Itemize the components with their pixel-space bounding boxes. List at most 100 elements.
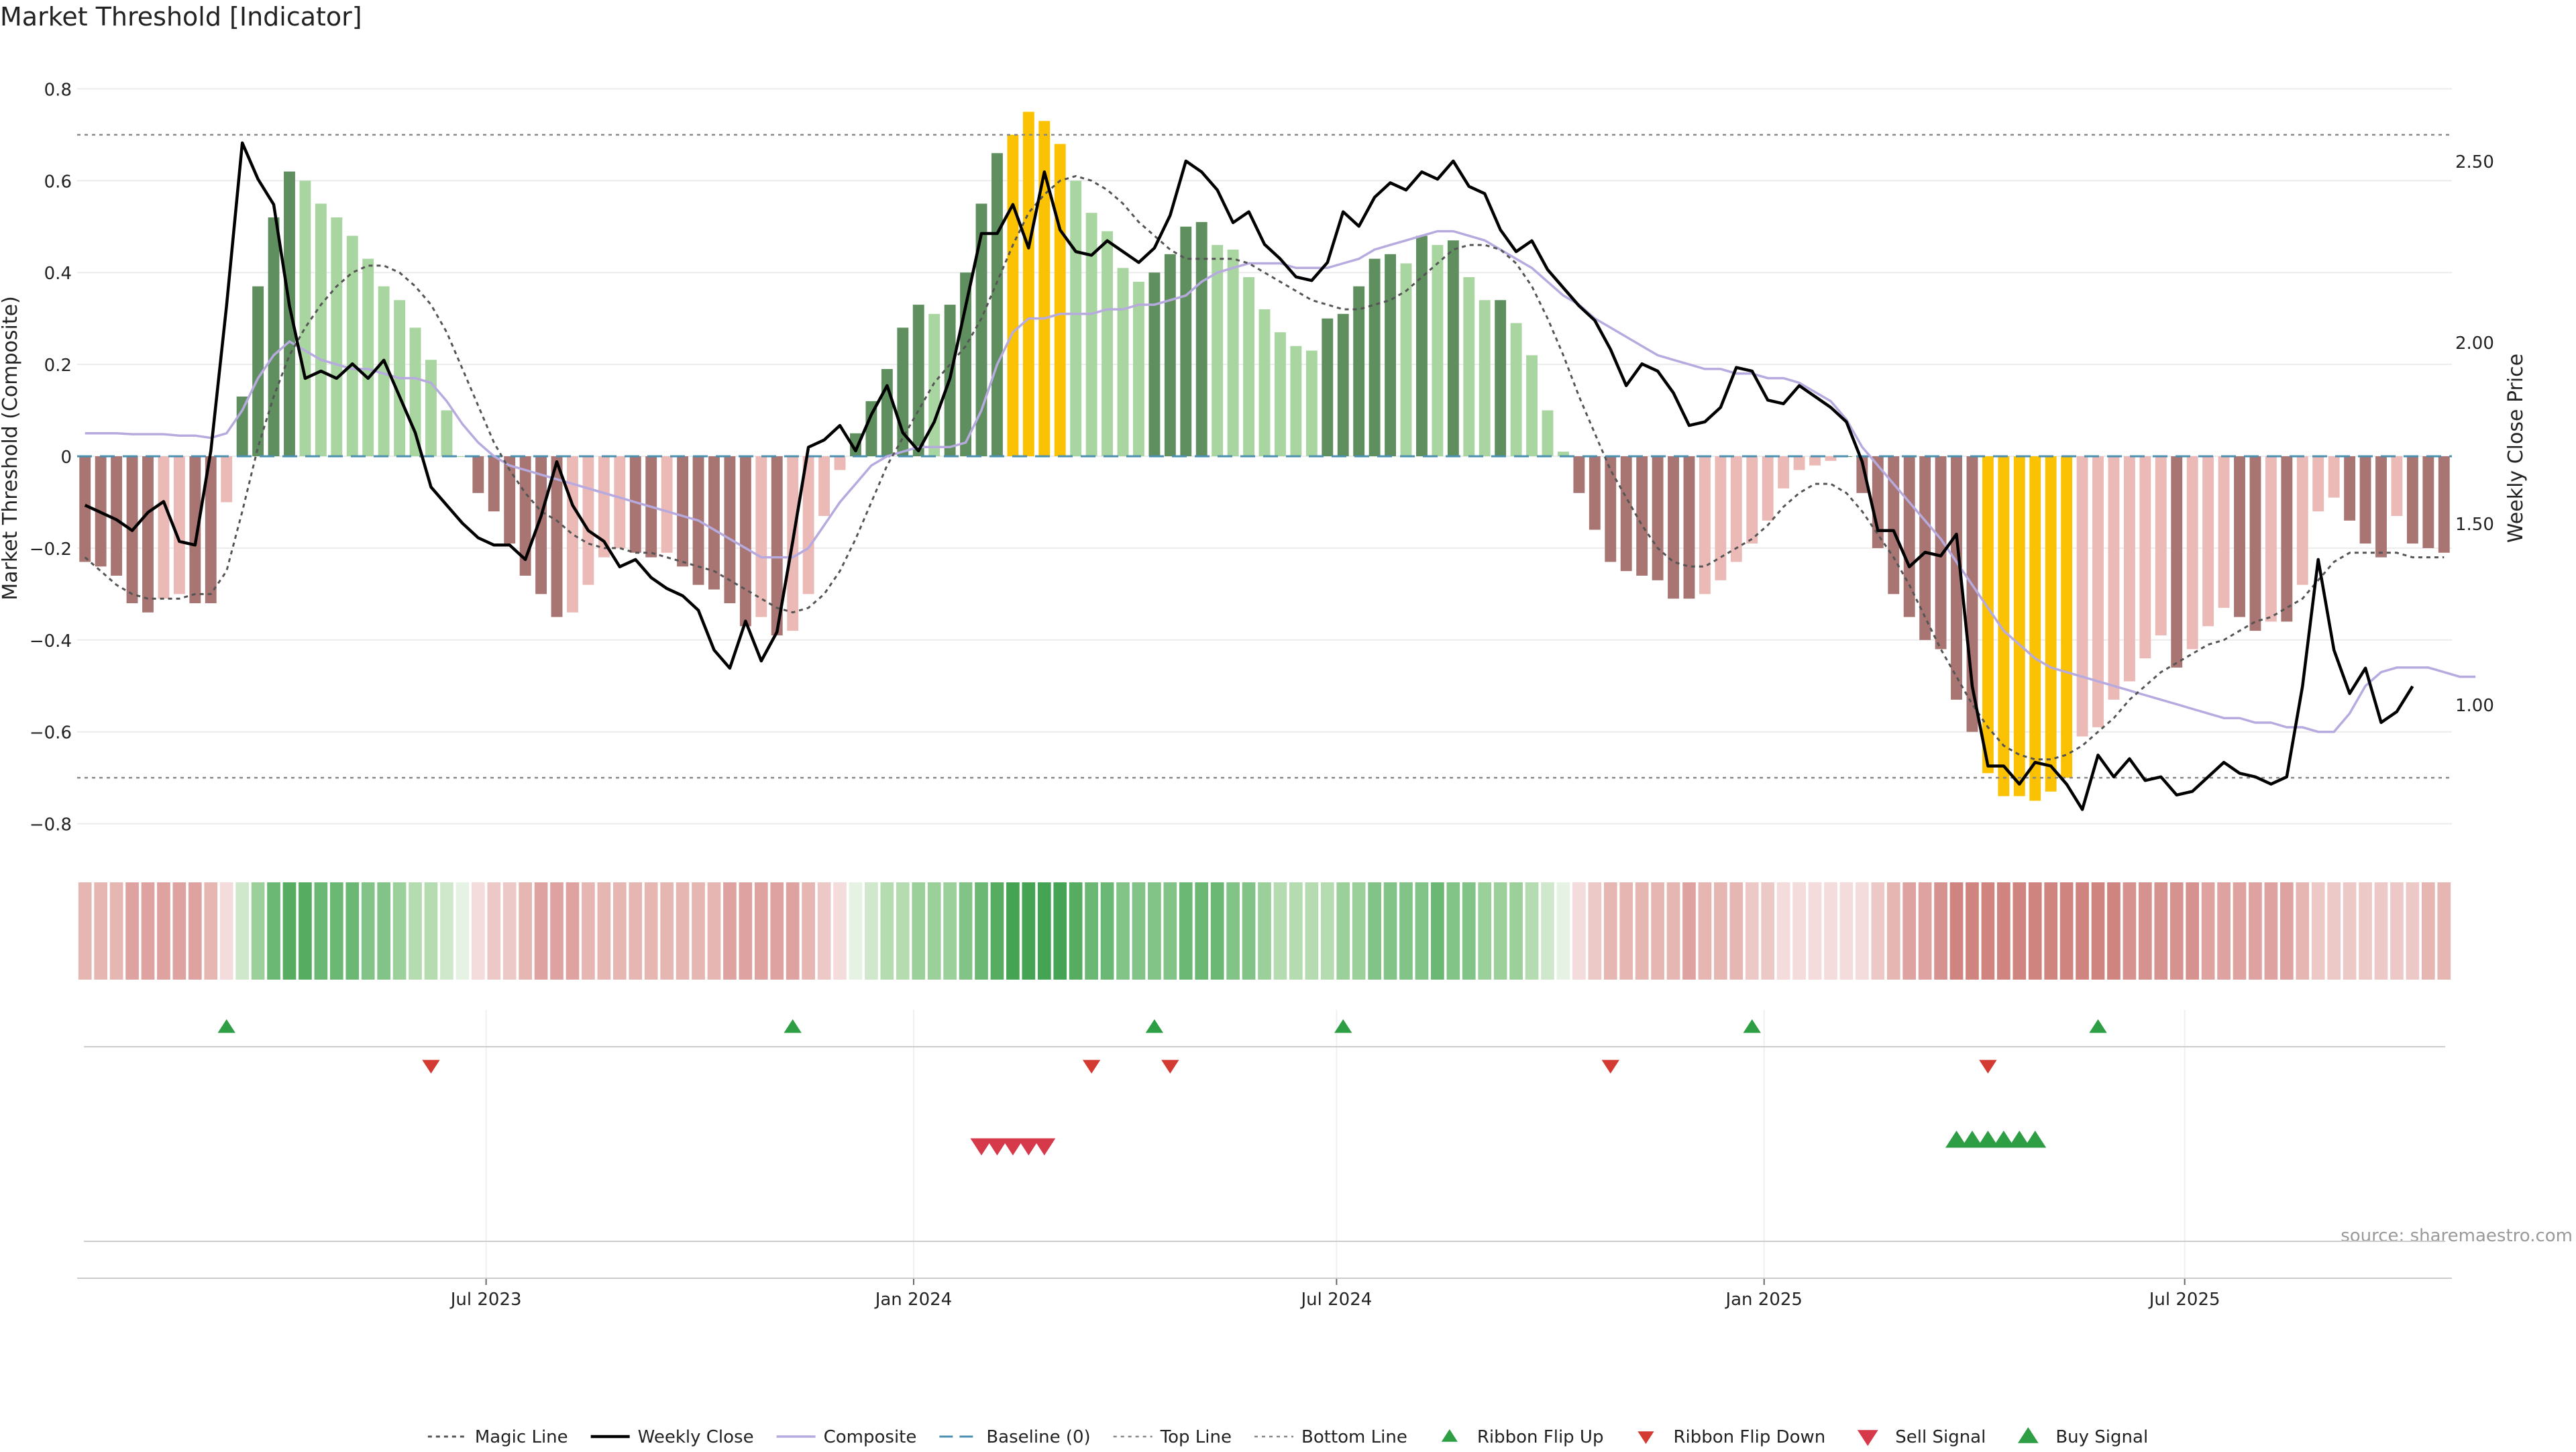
ribbon-cell [1746,882,1759,980]
ribbon-cell [125,882,139,980]
y-left-tick-label: 0.6 [44,172,72,192]
ribbon-cell [345,882,359,980]
ribbon-cell [1446,882,1460,980]
histogram-bar [174,456,185,594]
histogram-bar [818,456,830,516]
ribbon-cell [1085,882,1098,980]
histogram-bar [1715,456,1726,580]
histogram-bar [2077,456,2088,737]
ribbon-cell [1840,882,1854,980]
ribbon-cell [2060,882,2074,980]
histogram-bar [1070,180,1081,456]
ribbon-cell [2139,882,2152,980]
legend-label: Ribbon Flip Down [1673,1427,1825,1447]
histogram-bar [2250,456,2261,631]
y-axis-right-label: Weekly Close Price [2504,354,2528,543]
ribbon-cell [252,882,265,980]
ribbon-cell [943,882,957,980]
ribbon-cell [1667,882,1680,980]
ribbon-cell [660,882,674,980]
ribbon-cell [330,882,343,980]
histogram-bar [1416,236,1428,456]
histogram-bar [1148,272,1160,456]
ribbon-cell [1572,882,1586,980]
y-left-tick-label: −0.4 [30,631,72,652]
histogram-bar [1589,456,1601,530]
ribbon-cell [2280,882,2294,980]
ribbon-cell [1289,882,1303,980]
ribbon-cell [802,882,815,980]
ribbon-cell [881,882,894,980]
histogram-bar [2265,456,2277,621]
ribbon-cell [1384,882,1397,980]
ribbon-cell [1651,882,1664,980]
histogram-bar [991,153,1003,456]
ribbon-cell [204,882,217,980]
histogram-bar [2344,456,2355,521]
ribbon-cell [1368,882,1381,980]
histogram-bar [881,369,893,456]
ribbon-cell [1163,882,1177,980]
ribbon-cell [267,882,280,980]
ribbon-strip [78,882,2451,980]
ribbon-cell [1950,882,1964,980]
ribbon-cell [645,882,658,980]
ribbon-cell [1557,882,1570,980]
ribbon-cell [1619,882,1633,980]
ribbon-cell [833,882,847,980]
histogram-bar [1511,323,1522,456]
histogram-bar [1165,254,1176,456]
ribbon-cell [1934,882,1947,980]
ribbon-cell [503,882,517,980]
histogram-bar [708,456,720,590]
ribbon-cell [1038,882,1051,980]
histogram-bar [1731,456,1742,562]
histogram-bar [2029,456,2041,800]
ribbon-cell [1792,882,1806,980]
histogram-bar [2045,456,2057,792]
ribbon-cell [1226,882,1240,980]
x-tick-label: Jul 2023 [449,1290,522,1310]
ribbon-cell [2154,882,2167,980]
ribbon-cell [849,882,863,980]
x-tick-label: Jan 2025 [1724,1290,1803,1310]
ribbon-cell [1982,882,1995,980]
ribbon-cell [1321,882,1334,980]
histogram-bar [1699,456,1711,594]
ribbon-cell [1132,882,1146,980]
histogram-bar [2392,456,2403,516]
histogram-bar [1353,287,1364,456]
ribbon-cell [2375,882,2388,980]
histogram-bar [2171,456,2182,668]
ribbon-cell [739,882,753,980]
ribbon-cell [2406,882,2420,980]
histogram-bar [2202,456,2214,626]
ribbon-cell [2012,882,2026,980]
ribbon-cell [975,882,988,980]
histogram-bar [1102,231,1113,456]
ribbon-cell [2092,882,2105,980]
histogram-bar [755,456,767,617]
ribbon-cell [1352,882,1366,980]
ribbon-cell [220,882,233,980]
ribbon-cell [2217,882,2231,980]
histogram-bar [2312,456,2324,511]
legend-label: Magic Line [475,1427,568,1447]
histogram-bar [299,180,311,456]
ribbon-cell [142,882,155,980]
ribbon-cell [723,882,737,980]
ribbon-cell [1274,882,1287,980]
histogram-bar [614,456,625,548]
ribbon-cell [1919,882,1932,980]
ribbon-cell [1006,882,1020,980]
ribbon-cell [1101,882,1114,980]
ribbon-cell [519,882,532,980]
ribbon-cell [928,882,941,980]
histogram-bar [2328,456,2340,498]
histogram-bar [1023,112,1034,456]
y-right-tick-label: 2.00 [2455,333,2494,354]
ribbon-cell [110,882,123,980]
ribbon-cell [1148,882,1161,980]
histogram-bar [1401,264,1412,457]
